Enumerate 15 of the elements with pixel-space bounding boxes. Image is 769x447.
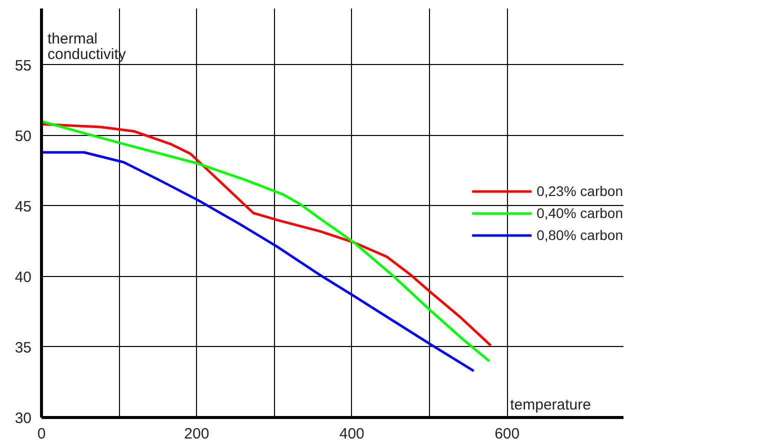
x-tick-label: 400 xyxy=(339,426,364,442)
x-axis-title: temperature xyxy=(510,396,591,414)
y-tick-label: 45 xyxy=(14,198,32,216)
x-tick-label: 0 xyxy=(37,426,46,442)
y-tick-label: 30 xyxy=(14,410,32,427)
line-series xyxy=(42,151,475,372)
legend-label: 0,23% carbon xyxy=(536,182,623,198)
y-tick-label: 50 xyxy=(14,128,32,145)
y-tick-label: 40 xyxy=(14,268,32,286)
x-tick-label: 200 xyxy=(184,426,210,442)
legend-label: 0,40% carbon xyxy=(536,204,623,220)
legend-label: 0,80% carbon xyxy=(536,226,623,242)
y-tick-label: 55 xyxy=(14,57,32,74)
x-tick-label: 600 xyxy=(494,426,520,442)
y-tick-label: 35 xyxy=(14,339,32,356)
